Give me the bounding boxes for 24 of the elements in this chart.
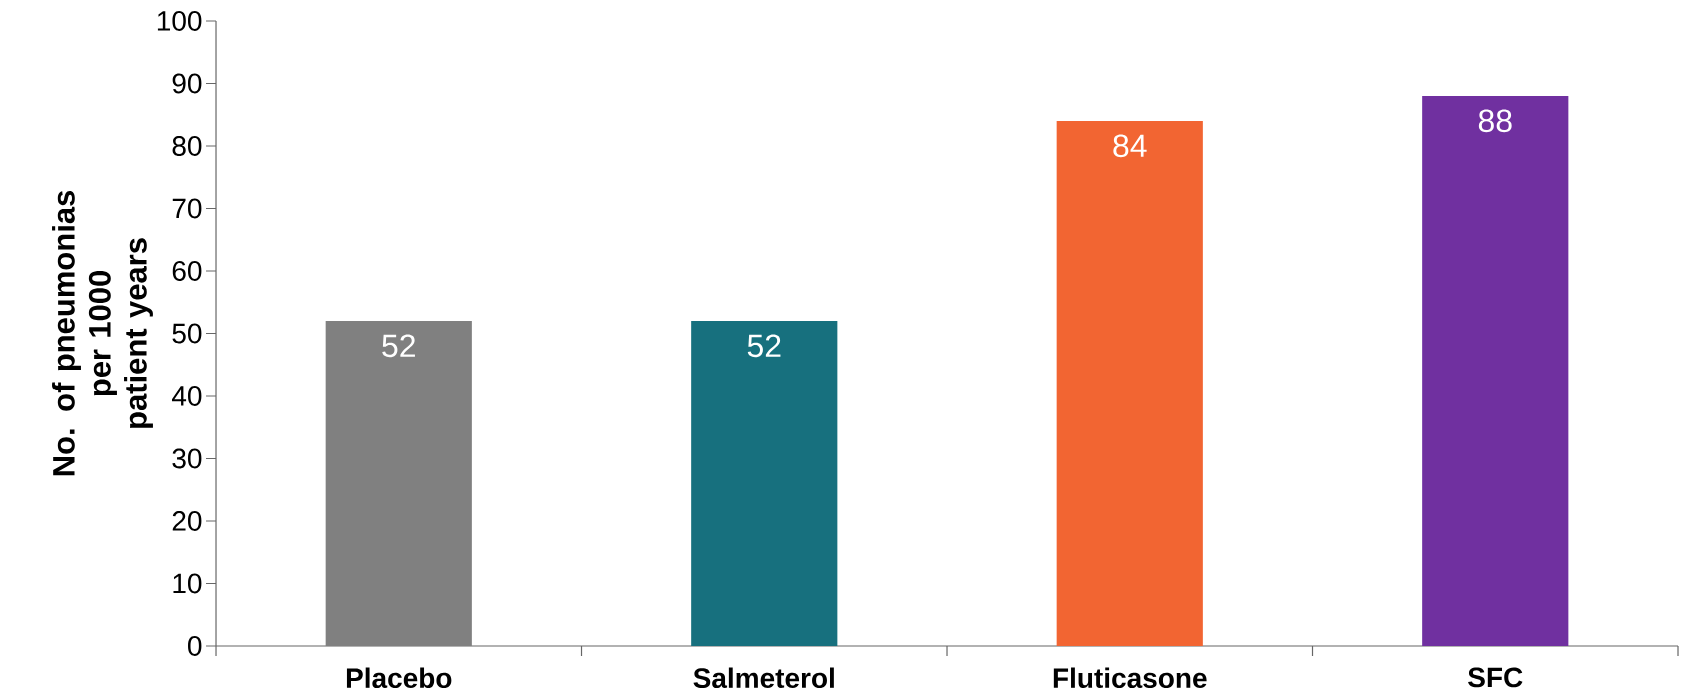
y-tick-label: 0 [188, 636, 202, 656]
y-tick-label: 50 [172, 323, 202, 344]
bar [325, 320, 472, 646]
data-label: 52 [382, 334, 415, 358]
x-tick-label: Salmeterol [693, 667, 834, 689]
y-tick-label: 40 [171, 386, 202, 406]
y-tick-label: 100 [157, 11, 202, 31]
x-tick-label: SFC [1468, 667, 1523, 688]
y-axis-title: No. of pneumonias per 1000 patient years [52, 190, 153, 476]
x-tick-label: Placebo [346, 667, 452, 689]
x-tick-label: Fluticasone [1053, 667, 1207, 689]
data-label: 84 [1113, 134, 1147, 158]
y-tick-label: 10 [173, 573, 202, 594]
data-label: 88 [1478, 109, 1512, 133]
y-tick-label: 80 [172, 136, 202, 156]
y-tick-label: 60 [172, 261, 202, 281]
bar [1056, 120, 1203, 646]
y-tick-label: 90 [172, 73, 202, 94]
bar [1422, 95, 1569, 646]
bar [691, 320, 838, 646]
y-tick-label: 20 [172, 511, 202, 531]
y-tick-label: 30 [172, 448, 202, 469]
data-label: 52 [747, 334, 781, 358]
y-tick-label: 70 [172, 198, 202, 219]
